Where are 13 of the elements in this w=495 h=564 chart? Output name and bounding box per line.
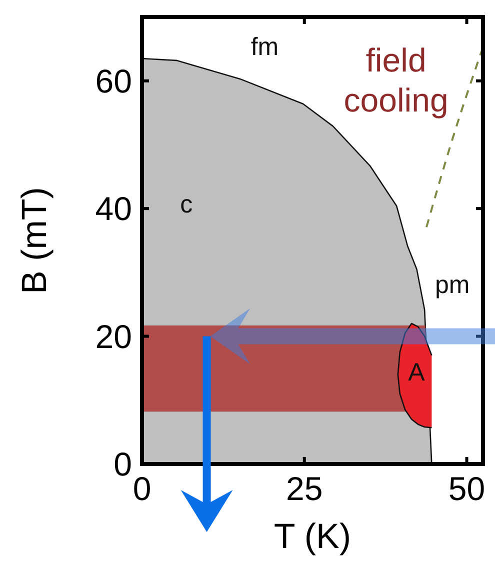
x-tick-label: 50 xyxy=(448,470,486,507)
annotation: pm xyxy=(434,271,470,300)
y-tick-label: 40 xyxy=(95,190,132,228)
annotation: c xyxy=(180,190,193,219)
y-tick-label: 60 xyxy=(95,62,132,100)
annotation: field cooling xyxy=(344,41,448,118)
annotation: A xyxy=(408,358,426,386)
y-axis-title: B (mT) xyxy=(15,187,54,294)
y-tick-label: 0 xyxy=(114,446,132,482)
x-axis-title: T (K) xyxy=(274,517,352,556)
annotation: fm xyxy=(250,32,279,61)
x-tick-label: 25 xyxy=(286,470,323,507)
y-tick-label: 20 xyxy=(95,318,132,355)
